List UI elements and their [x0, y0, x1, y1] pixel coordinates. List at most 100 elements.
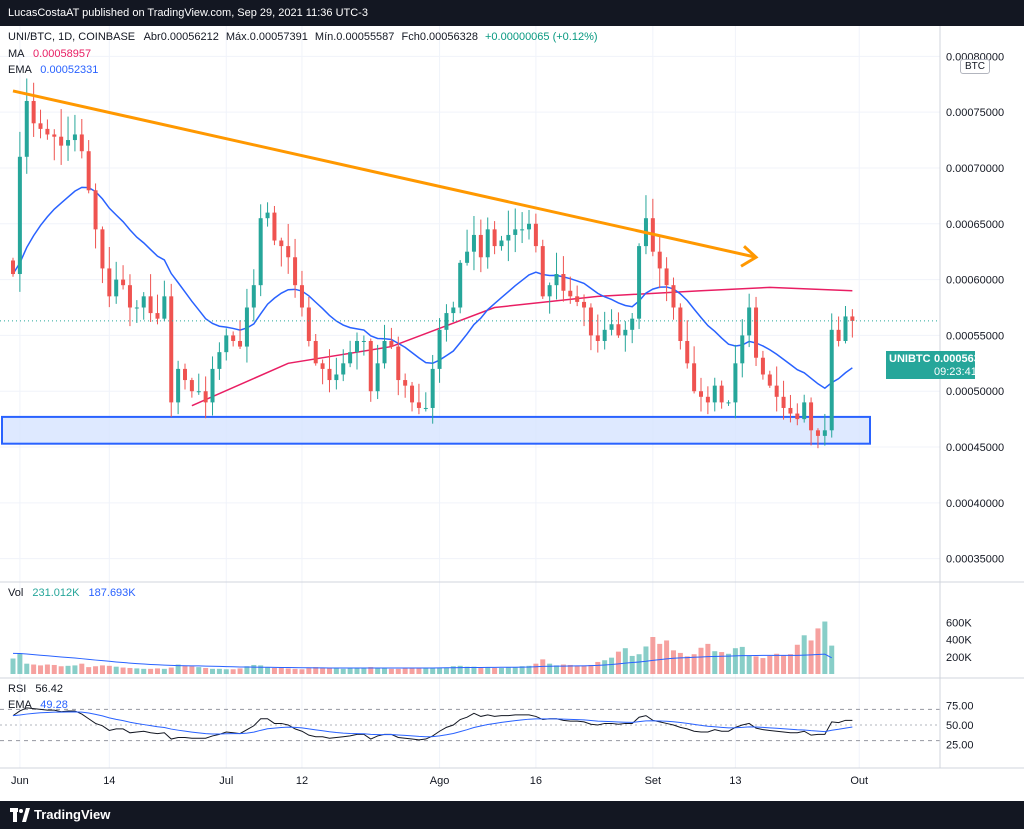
- volume-bar: [581, 665, 587, 674]
- volume-bar: [230, 669, 236, 674]
- volume-bar: [767, 655, 773, 674]
- candle-up: [527, 223, 531, 230]
- candle-up: [334, 374, 339, 381]
- volume-bar: [265, 667, 271, 674]
- volume-bar: [602, 660, 608, 674]
- candle-up: [623, 329, 628, 336]
- candle-down: [533, 223, 538, 247]
- candle-up: [375, 363, 380, 392]
- vol-value: 231.012K: [32, 587, 80, 599]
- ma-label: MA: [8, 48, 24, 60]
- volume-bar: [354, 668, 360, 674]
- trendline[interactable]: [12, 89, 759, 268]
- volume-bar: [38, 665, 44, 674]
- candle-down: [286, 246, 291, 258]
- candle-down: [231, 335, 236, 341]
- candle-down: [416, 402, 421, 408]
- volume-bar: [787, 654, 793, 674]
- candlestick-chart[interactable]: 0.000800000.000750000.000700000.00065000…: [0, 26, 1024, 801]
- volume-bar: [409, 667, 415, 674]
- chart-frame[interactable]: 0.00080000 0.00075000 0.00070000 0.00065000…: [0, 26, 1024, 801]
- volume-bar: [554, 665, 560, 674]
- candle-down: [699, 391, 703, 397]
- volume-bar: [347, 668, 353, 674]
- candle-down: [169, 296, 174, 403]
- open-value: Abr0.00056212: [143, 31, 219, 43]
- volume-bar: [93, 666, 99, 674]
- volume-bar: [437, 667, 443, 674]
- rsi-legend: RSI 56.42: [8, 683, 63, 695]
- candle-down: [238, 340, 243, 347]
- bar-countdown: 09:23:41: [934, 366, 977, 378]
- candle-up: [361, 340, 366, 342]
- volume-bar: [732, 648, 738, 674]
- candle-up: [423, 407, 428, 409]
- ema-label: EMA: [8, 64, 32, 76]
- support-zone: [1, 415, 871, 445]
- volume-bar: [574, 665, 580, 674]
- candle-down: [320, 363, 325, 369]
- candle-down: [100, 229, 105, 269]
- x-tick-label: Jun: [11, 775, 29, 787]
- volume-bar: [781, 655, 787, 674]
- candle-up: [251, 285, 256, 308]
- volume-bar: [719, 652, 725, 674]
- candle-down: [389, 340, 394, 347]
- volume-bar: [120, 667, 126, 674]
- candle-down: [705, 396, 710, 403]
- volume-bar: [526, 665, 532, 674]
- volume-bar: [423, 668, 429, 674]
- volume-bar: [402, 668, 408, 674]
- volume-bar: [519, 666, 525, 674]
- volume-bar: [547, 663, 553, 674]
- volume-bar: [72, 665, 78, 674]
- volume-bar: [10, 658, 16, 674]
- candle-down: [540, 246, 545, 297]
- candle-down: [155, 313, 160, 319]
- candle-down: [664, 268, 669, 286]
- volume-ma-curve: [12, 652, 832, 669]
- x-tick-label: 14: [103, 775, 115, 787]
- y-tick-label: 0.00045000: [946, 442, 1004, 454]
- volume-bar: [636, 654, 642, 674]
- candle-up: [740, 335, 745, 364]
- volume-bar: [629, 655, 635, 674]
- volume-bar: [760, 658, 766, 674]
- volume-bar: [664, 640, 670, 674]
- volume-bar: [492, 667, 498, 674]
- volume-bar: [24, 663, 30, 674]
- candle-up: [430, 368, 435, 408]
- candle-down: [410, 385, 415, 403]
- volume-bar: [86, 667, 92, 674]
- volume-bar: [65, 665, 71, 674]
- candle-down: [313, 340, 318, 364]
- volume-bar: [478, 667, 484, 674]
- volume-bar: [326, 667, 332, 674]
- volume-bar: [31, 664, 37, 674]
- currency-badge[interactable]: BTC: [960, 59, 990, 74]
- volume-bar: [746, 655, 752, 674]
- candle-up: [258, 218, 263, 286]
- volume-bar: [691, 654, 697, 674]
- candle-down: [148, 296, 153, 314]
- candle-up: [348, 352, 353, 364]
- price-tag-symbol: UNIBTC: [889, 353, 931, 365]
- volume-bar: [567, 664, 573, 674]
- x-tick-label: Set: [645, 775, 662, 787]
- candle-up: [843, 316, 848, 341]
- ma-legend: MA 0.00058957: [8, 48, 91, 60]
- vol-ma-value: 187.693K: [88, 587, 136, 599]
- close-value: Fch0.00056328: [401, 31, 478, 43]
- candle-up: [499, 240, 504, 247]
- candle-up: [196, 391, 201, 393]
- candle-down: [368, 340, 373, 392]
- ema-value: 0.00052331: [40, 64, 99, 76]
- volume-bar: [127, 667, 133, 674]
- candle-down: [272, 212, 277, 241]
- candle-down: [719, 385, 724, 403]
- volume-bar: [306, 667, 312, 674]
- candle-down: [760, 357, 765, 375]
- candle-down: [478, 234, 483, 258]
- volume-bar: [512, 667, 518, 674]
- candle-up: [513, 229, 518, 235]
